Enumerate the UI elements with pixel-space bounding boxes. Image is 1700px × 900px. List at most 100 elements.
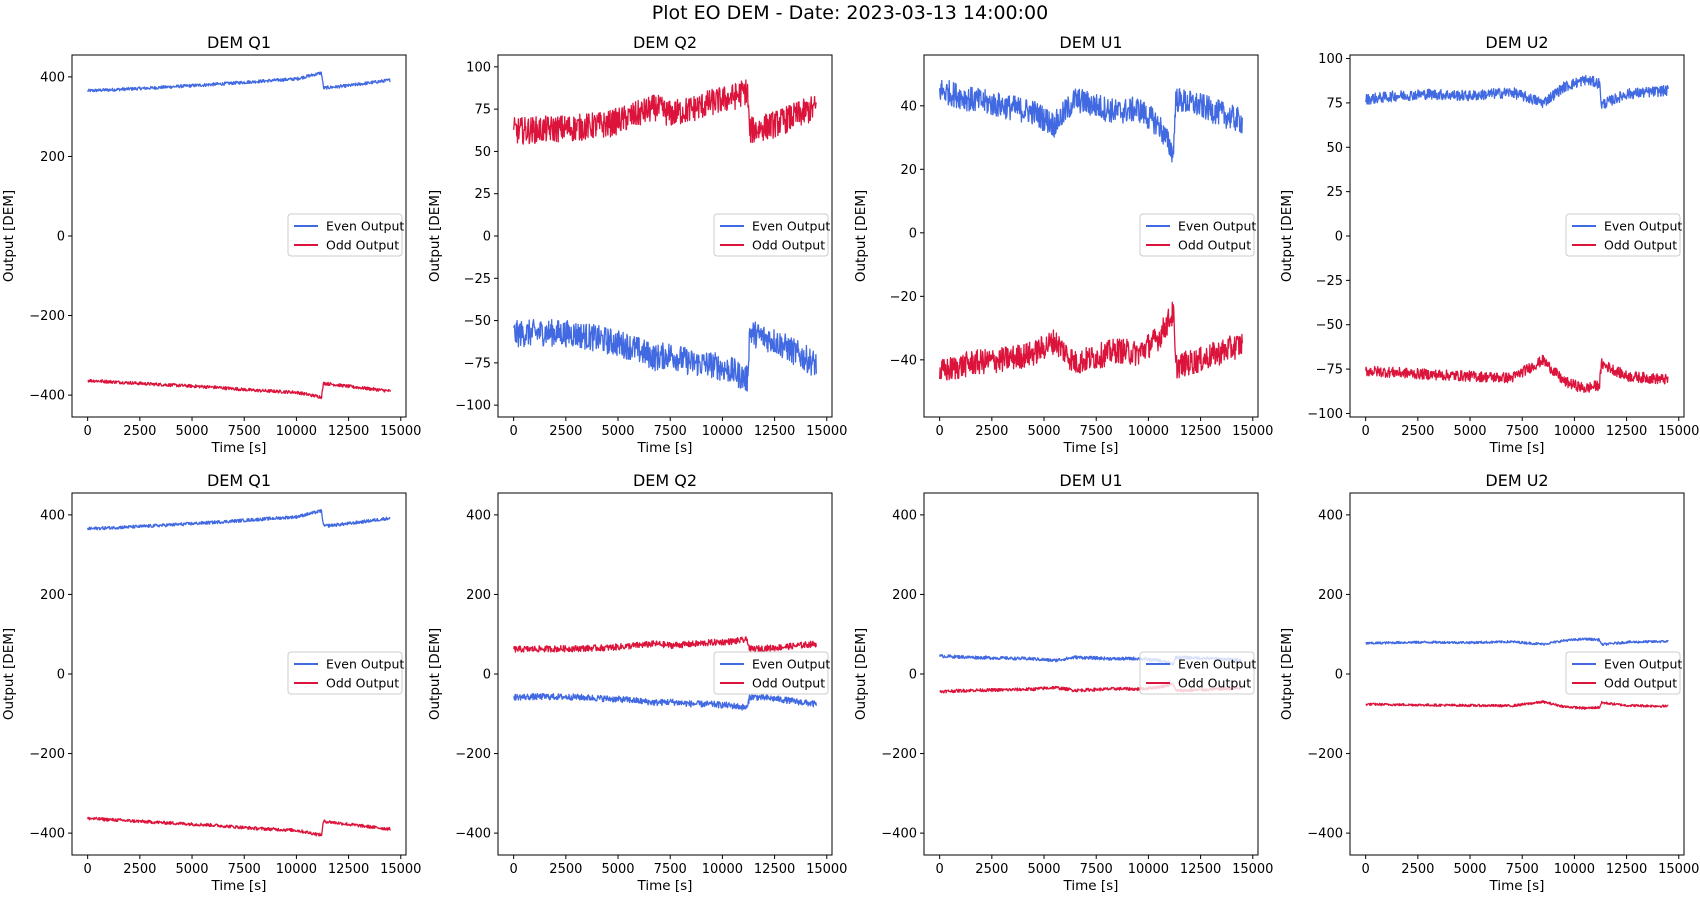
y-tick-label: −25	[1316, 274, 1343, 289]
y-tick-label: −20	[890, 290, 917, 305]
legend: Even Output Odd Output	[1139, 213, 1256, 257]
series-group	[1365, 637, 1669, 710]
odd-output-line	[939, 301, 1243, 381]
x-tick-label: 2500	[123, 424, 156, 439]
legend-label: Odd Output	[752, 238, 825, 253]
x-tick-label: 0	[84, 424, 92, 439]
y-tick-label: −200	[1307, 747, 1343, 762]
legend-label: Even Output	[752, 657, 830, 672]
y-tick-label: 0	[57, 668, 65, 683]
x-tick-label: 12500	[754, 862, 795, 877]
y-tick-label: 400	[40, 508, 65, 523]
y-tick-label: 200	[892, 588, 917, 603]
x-tick-label: 10000	[276, 424, 317, 439]
y-tick-label: 25	[474, 187, 491, 202]
y-tick-label: −400	[881, 827, 917, 842]
y-axis-label: Output [DEM]	[427, 628, 443, 720]
x-tick-label: 5000	[1453, 424, 1486, 439]
y-tick-label: 75	[1326, 96, 1343, 111]
subplot-title: DEM U1	[1059, 471, 1122, 490]
y-tick-label: 200	[466, 588, 491, 603]
x-axis-label: Time [s]	[1063, 440, 1119, 456]
x-tick-label: 12500	[328, 862, 369, 877]
x-tick-label: 0	[84, 862, 92, 877]
x-tick-label: 5000	[175, 424, 208, 439]
y-tick-label: 0	[1335, 668, 1343, 683]
subplot-5: DEM Q1 0 2500 5000 7500 10000 12500 15000 −400 −2…	[1, 471, 421, 894]
subplot-title: DEM Q1	[207, 471, 271, 490]
odd-output-line	[87, 816, 391, 837]
legend: Even Output Odd Output	[1565, 651, 1682, 695]
y-tick-label: −75	[1316, 363, 1343, 378]
legend-label: Even Output	[1604, 219, 1682, 234]
y-tick-label: 400	[1318, 508, 1343, 523]
x-axis-label: Time [s]	[637, 440, 693, 456]
x-tick-label: 2500	[123, 862, 156, 877]
x-tick-label: 7500	[654, 424, 687, 439]
legend: Even Output Odd Output	[1565, 213, 1682, 257]
x-tick-label: 10000	[702, 424, 743, 439]
legend: Even Output Odd Output	[287, 651, 404, 695]
y-tick-label: −200	[29, 747, 65, 762]
y-tick-label: 50	[1326, 141, 1343, 156]
odd-output-line	[1365, 700, 1669, 710]
y-axis-label: Output [DEM]	[853, 190, 869, 282]
x-tick-label: 5000	[1453, 862, 1486, 877]
x-tick-label: 5000	[601, 862, 634, 877]
legend-label: Even Output	[326, 657, 404, 672]
figure-suptitle: Plot EO DEM - Date: 2023-03-13 14:00:00	[652, 2, 1048, 24]
even-output-line	[513, 692, 817, 711]
series-group	[513, 636, 817, 711]
x-tick-label: 7500	[654, 862, 687, 877]
y-tick-label: −100	[455, 399, 491, 414]
y-tick-label: −400	[29, 827, 65, 842]
even-output-line	[513, 318, 817, 392]
series-group	[939, 79, 1243, 381]
x-tick-label: 7500	[1080, 424, 1113, 439]
series-group	[1365, 74, 1669, 394]
even-output-line	[87, 71, 391, 93]
legend: Even Output Odd Output	[713, 651, 830, 695]
x-tick-label: 10000	[702, 862, 743, 877]
even-output-line	[1365, 74, 1669, 109]
subplot-4: DEM U2 0 2500 5000 7500 10000 12500 15000 −100 −7…	[1279, 33, 1699, 456]
subplot-6: DEM Q2 0 2500 5000 7500 10000 12500 15000 −400 −2…	[427, 471, 847, 894]
subplot-title: DEM U1	[1059, 33, 1122, 52]
x-tick-label: 5000	[1027, 424, 1060, 439]
x-tick-label: 0	[510, 424, 518, 439]
x-tick-label: 12500	[754, 424, 795, 439]
legend-label: Odd Output	[326, 238, 399, 253]
y-tick-label: −40	[890, 353, 917, 368]
y-tick-label: −400	[1307, 827, 1343, 842]
x-tick-label: 12500	[1606, 424, 1647, 439]
y-tick-label: −75	[464, 356, 491, 371]
y-tick-label: 0	[909, 226, 917, 241]
x-tick-label: 2500	[975, 862, 1008, 877]
subplot-title: DEM U2	[1485, 33, 1548, 52]
legend-label: Odd Output	[752, 676, 825, 691]
x-tick-label: 15000	[380, 424, 421, 439]
legend: Even Output Odd Output	[713, 213, 830, 257]
x-tick-label: 0	[1362, 862, 1370, 877]
x-tick-label: 5000	[601, 424, 634, 439]
y-axis-label: Output [DEM]	[853, 628, 869, 720]
x-tick-label: 10000	[1128, 862, 1169, 877]
legend: Even Output Odd Output	[287, 213, 404, 257]
odd-output-line	[1365, 354, 1669, 394]
y-tick-label: 200	[40, 588, 65, 603]
x-tick-label: 5000	[175, 862, 208, 877]
x-tick-label: 7500	[228, 862, 261, 877]
x-tick-label: 2500	[1401, 424, 1434, 439]
x-tick-label: 15000	[1232, 424, 1273, 439]
x-tick-label: 15000	[1658, 862, 1699, 877]
x-tick-label: 12500	[1606, 862, 1647, 877]
legend-label: Even Output	[326, 219, 404, 234]
y-tick-label: 100	[466, 60, 491, 75]
y-tick-label: 0	[909, 668, 917, 683]
x-axis-label: Time [s]	[211, 440, 267, 456]
legend-label: Odd Output	[1178, 238, 1251, 253]
y-tick-label: −200	[455, 747, 491, 762]
y-tick-label: 0	[1335, 230, 1343, 245]
y-axis-label: Output [DEM]	[1, 628, 17, 720]
